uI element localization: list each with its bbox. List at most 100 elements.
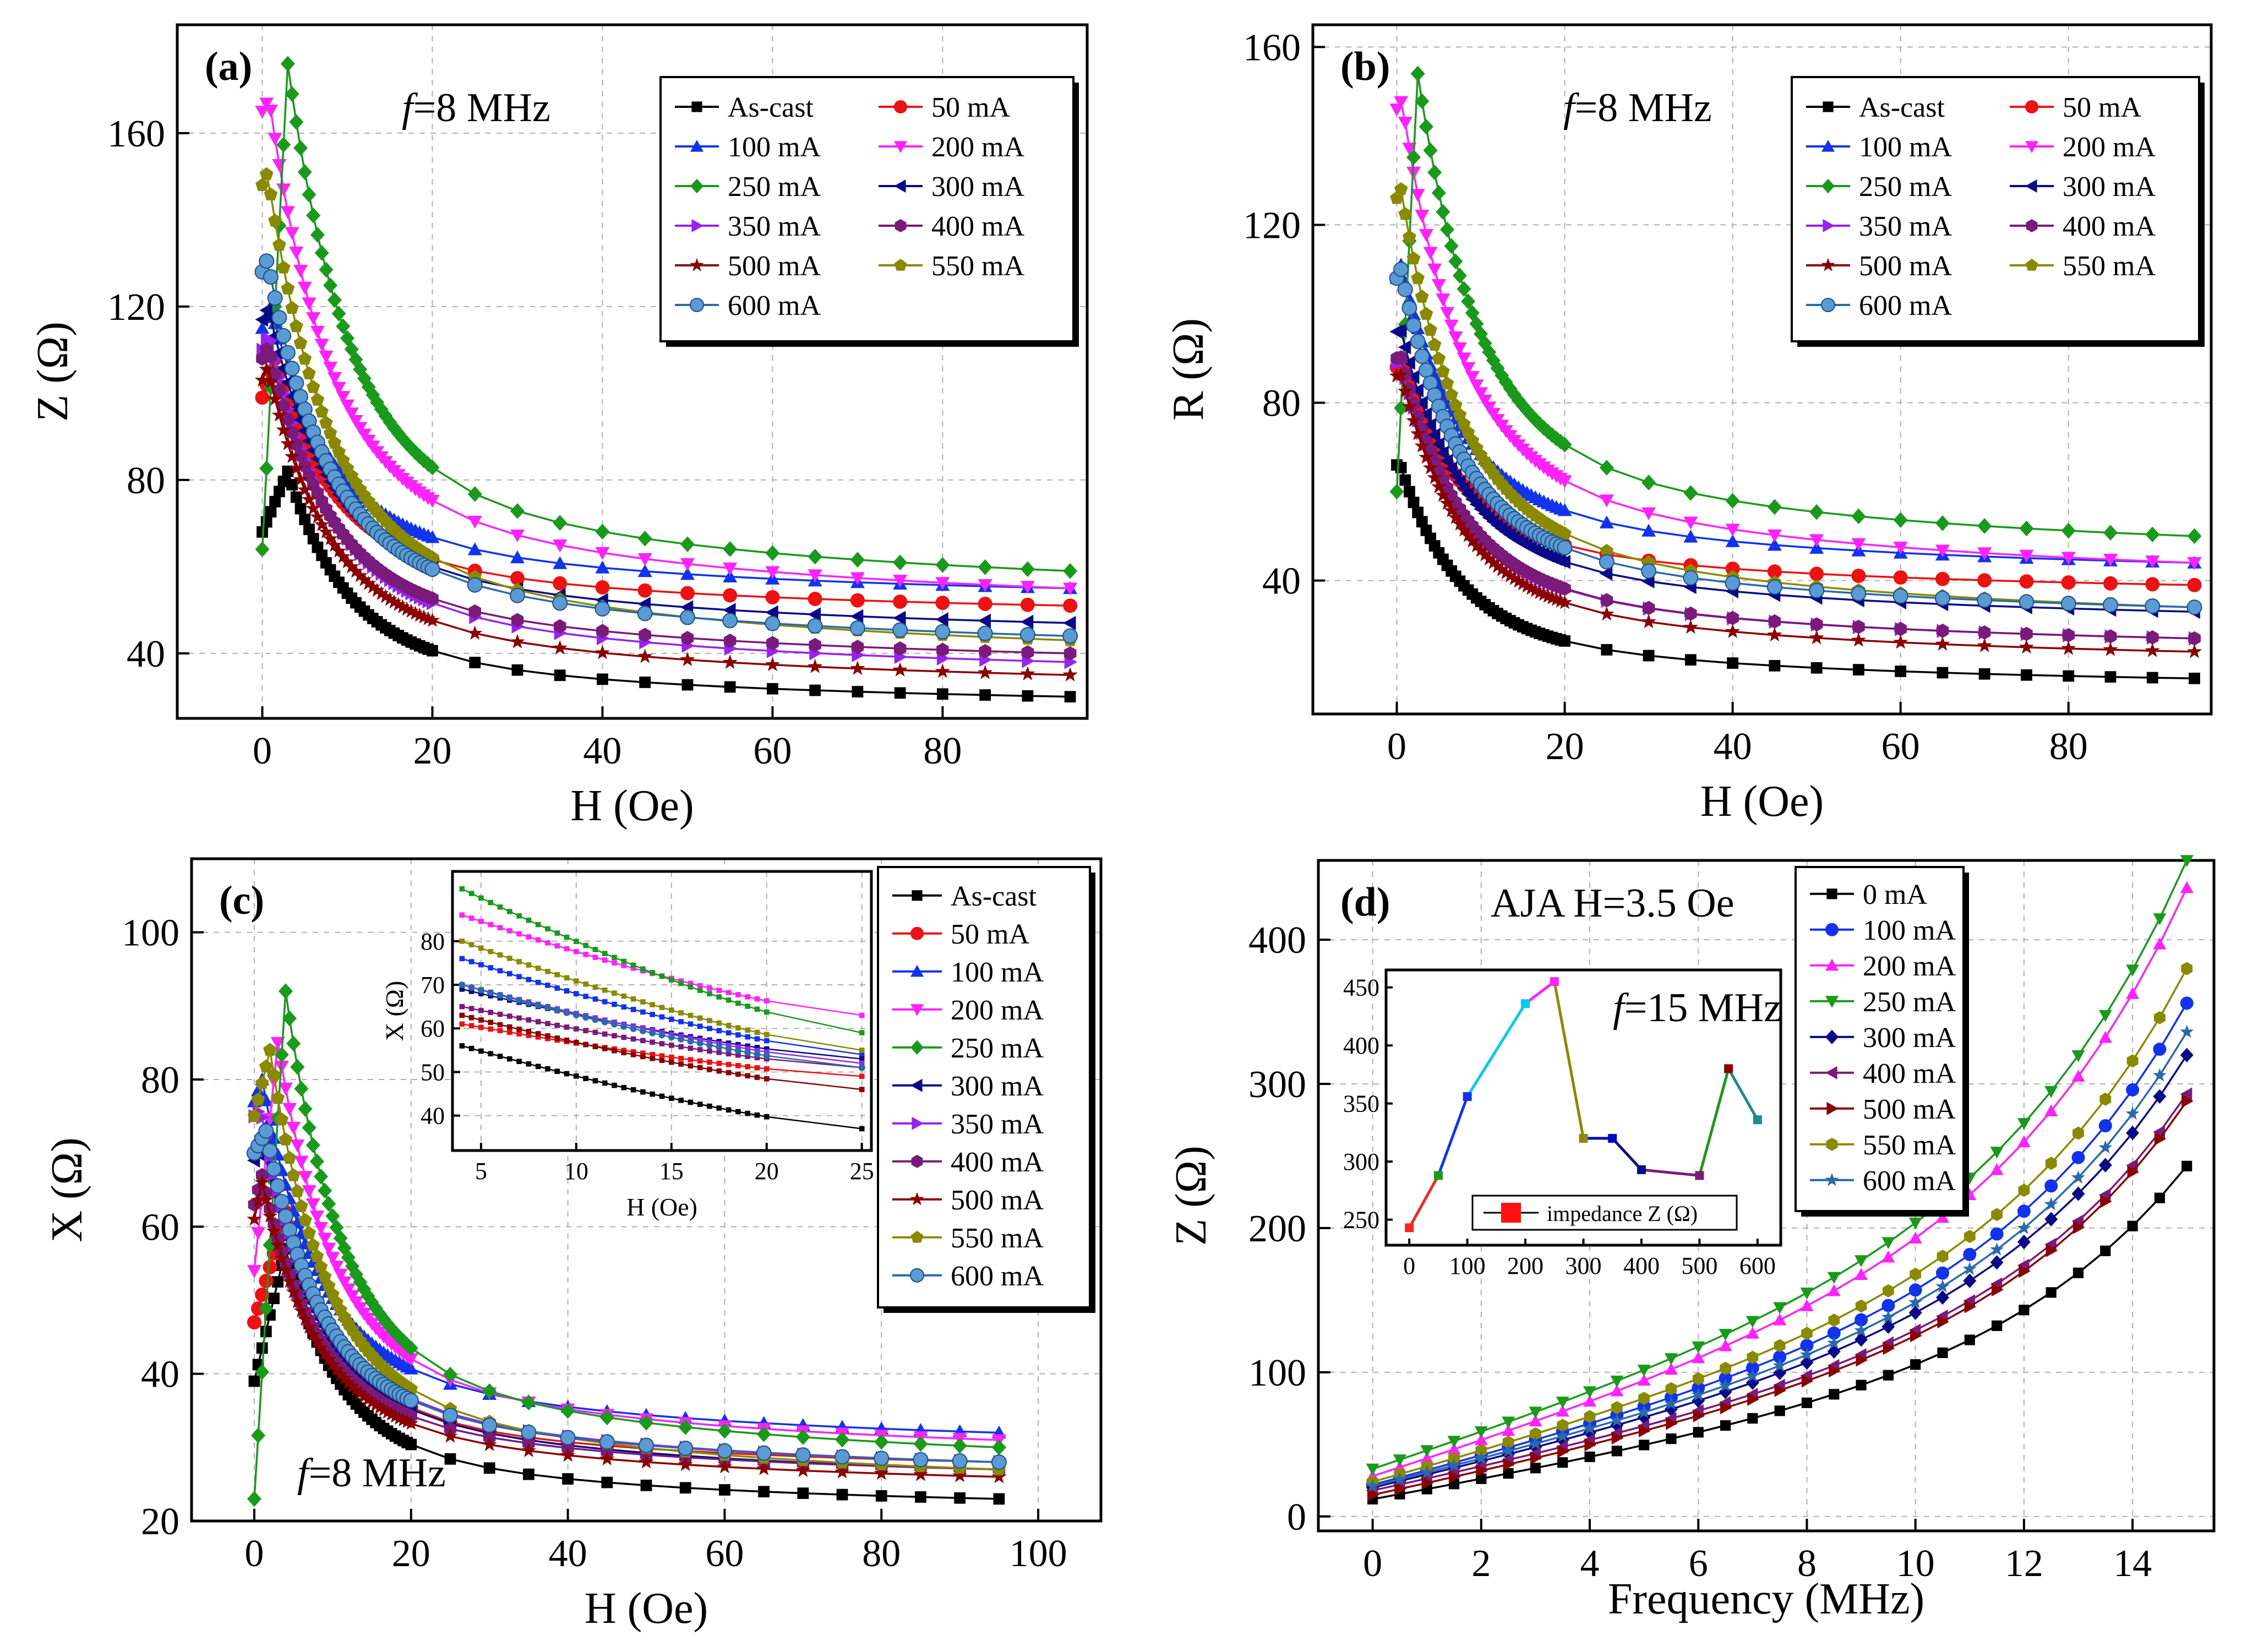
marker-star bbox=[1473, 543, 1488, 557]
marker-circle bbox=[1773, 1350, 1787, 1364]
frequency-value: =15 MHz bbox=[1624, 985, 1782, 1031]
marker-diamond bbox=[1809, 504, 1824, 520]
marker-square bbox=[564, 975, 570, 981]
marker-triangle-down bbox=[1423, 247, 1438, 260]
legend-box bbox=[659, 76, 1075, 342]
marker-star bbox=[323, 531, 338, 546]
marker-pentagon bbox=[1448, 398, 1463, 411]
marker-square bbox=[612, 1082, 617, 1088]
marker-diamond bbox=[521, 1394, 536, 1411]
marker-triangle-down bbox=[1683, 516, 1698, 530]
marker-star bbox=[991, 1469, 1007, 1484]
marker-pentagon bbox=[319, 416, 333, 429]
marker-sphere bbox=[442, 1408, 458, 1424]
marker-star bbox=[380, 1404, 395, 1419]
marker-triangle-up bbox=[1725, 534, 1740, 547]
marker-triangle-down bbox=[294, 1155, 309, 1169]
marker-star bbox=[1498, 565, 1514, 580]
marker-hexagon bbox=[936, 642, 949, 657]
marker-square bbox=[535, 1031, 541, 1037]
marker-square bbox=[726, 1023, 732, 1028]
marker-sphere bbox=[2186, 599, 2202, 615]
legend-label: 200 mA bbox=[2063, 132, 2156, 163]
marker-star bbox=[1664, 1396, 1678, 1410]
marker-star bbox=[327, 537, 342, 552]
y-tick-label: 40 bbox=[421, 1103, 445, 1130]
marker-triangle-down bbox=[286, 1121, 301, 1135]
marker-square bbox=[545, 983, 550, 988]
marker-diamond bbox=[280, 56, 295, 72]
marker-diamond bbox=[336, 318, 351, 335]
marker-circle bbox=[544, 1004, 551, 1011]
marker-star bbox=[795, 1463, 811, 1477]
marker-hexagon bbox=[1726, 610, 1739, 625]
marker-diamond bbox=[1423, 142, 1438, 159]
marker-square bbox=[707, 1103, 712, 1109]
marker-square bbox=[478, 962, 484, 968]
marker-circle bbox=[2126, 1083, 2140, 1097]
marker-star bbox=[892, 662, 908, 677]
marker-square bbox=[1399, 474, 1411, 486]
marker-diamond bbox=[310, 227, 325, 243]
marker-sphere bbox=[2102, 597, 2118, 613]
marker-star bbox=[1389, 368, 1405, 383]
marker-triangle-right bbox=[1367, 1488, 1379, 1502]
marker-square bbox=[735, 1071, 741, 1077]
inset-y-tick-label: 350 bbox=[1343, 1091, 1379, 1117]
inset-point bbox=[1695, 1171, 1704, 1180]
legend-label: 300 mA bbox=[951, 1071, 1044, 1102]
marker-diamond bbox=[2017, 1234, 2031, 1250]
marker-diamond bbox=[1020, 561, 1035, 577]
marker-circle bbox=[553, 576, 568, 591]
marker-star bbox=[874, 1465, 889, 1480]
marker-square bbox=[630, 1036, 636, 1042]
marker-diamond bbox=[1507, 386, 1522, 403]
marker-diamond bbox=[1410, 66, 1425, 82]
marker-triangle-down bbox=[2153, 913, 2167, 925]
x-tick-label: 0 bbox=[1363, 1542, 1382, 1585]
marker-circle bbox=[680, 586, 695, 601]
x-tick-label: 0 bbox=[244, 1533, 264, 1575]
marker-star bbox=[1977, 638, 1992, 652]
marker-square bbox=[602, 1080, 608, 1086]
marker-diamond bbox=[345, 1258, 359, 1274]
inset-series-as-cast bbox=[459, 1043, 865, 1132]
marker-square bbox=[497, 952, 503, 958]
marker-triangle-down bbox=[323, 362, 338, 375]
marker-star bbox=[1431, 479, 1447, 494]
marker-square bbox=[745, 1110, 750, 1116]
marker-triangle-right bbox=[1394, 1482, 1406, 1496]
series-200-ma bbox=[1389, 96, 2202, 570]
marker-square bbox=[630, 966, 636, 971]
marker-circle bbox=[978, 596, 992, 611]
marker-square bbox=[745, 1004, 750, 1009]
marker-square bbox=[758, 1486, 770, 1498]
marker-star bbox=[290, 1294, 305, 1308]
marker-diamond bbox=[1482, 344, 1497, 361]
marker-square bbox=[707, 991, 712, 996]
series-400-ma bbox=[256, 342, 1077, 661]
marker-star bbox=[722, 655, 738, 669]
marker-sphere bbox=[835, 1449, 850, 1465]
marker-triangle-down bbox=[1725, 524, 1740, 537]
marker-square bbox=[716, 1060, 722, 1066]
marker-square bbox=[1601, 644, 1613, 656]
marker-star bbox=[325, 1357, 340, 1371]
marker-diamond bbox=[1767, 499, 1782, 515]
marker-diamond bbox=[1469, 315, 1484, 332]
marker-square bbox=[554, 972, 560, 978]
marker-triangle-left bbox=[255, 312, 268, 327]
marker-hexagon bbox=[1638, 1392, 1650, 1405]
marker-circle bbox=[668, 1034, 675, 1041]
x-tick-label: 10 bbox=[1896, 1542, 1935, 1585]
marker-triangle-down bbox=[1746, 1316, 1759, 1328]
marker-square bbox=[1022, 690, 1034, 702]
inset-y-axis-title: X (Ω) bbox=[380, 981, 408, 1042]
marker-square bbox=[488, 948, 493, 955]
marker-triangle-left bbox=[1419, 407, 1432, 422]
marker-pentagon bbox=[894, 259, 907, 271]
marker-circle bbox=[910, 926, 924, 940]
marker-pentagon bbox=[2025, 259, 2038, 271]
marker-star bbox=[978, 664, 993, 679]
marker-square bbox=[248, 1375, 260, 1387]
